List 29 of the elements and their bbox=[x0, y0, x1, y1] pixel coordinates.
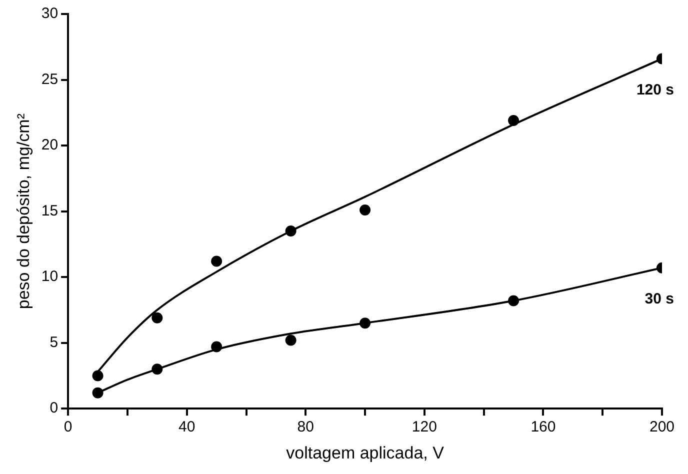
point bbox=[285, 226, 296, 237]
x-axis-title: voltagem aplicada, V bbox=[286, 443, 445, 462]
x-tick-label: 0 bbox=[64, 418, 72, 436]
point bbox=[152, 312, 163, 324]
series-label: 30 s bbox=[644, 290, 674, 308]
point bbox=[360, 318, 371, 329]
y-tick-label: 20 bbox=[41, 136, 58, 154]
point bbox=[92, 387, 104, 398]
point bbox=[211, 341, 222, 352]
y-axis-title: peso do depósito, mg/cm² bbox=[14, 113, 33, 310]
point bbox=[508, 295, 520, 306]
point bbox=[92, 370, 104, 382]
point bbox=[285, 334, 296, 346]
y-tick-label: 30 bbox=[41, 5, 58, 22]
x-tick-label: 120 bbox=[412, 418, 437, 436]
series-label: 120 s bbox=[636, 81, 674, 98]
y-tick-label: 5 bbox=[50, 334, 58, 351]
y-tick-label: 10 bbox=[41, 268, 58, 286]
point bbox=[360, 204, 371, 216]
x-tick-label: 160 bbox=[530, 418, 556, 436]
x-tick-label: 200 bbox=[649, 418, 675, 436]
point bbox=[508, 115, 520, 126]
point bbox=[211, 256, 222, 267]
x-tick-label: 40 bbox=[178, 418, 196, 436]
point bbox=[152, 364, 163, 375]
y-tick-label: 25 bbox=[41, 70, 58, 88]
x-tick-label: 80 bbox=[297, 418, 314, 436]
y-tick-label: 15 bbox=[41, 202, 58, 220]
y-tick-label: 0 bbox=[50, 400, 58, 417]
